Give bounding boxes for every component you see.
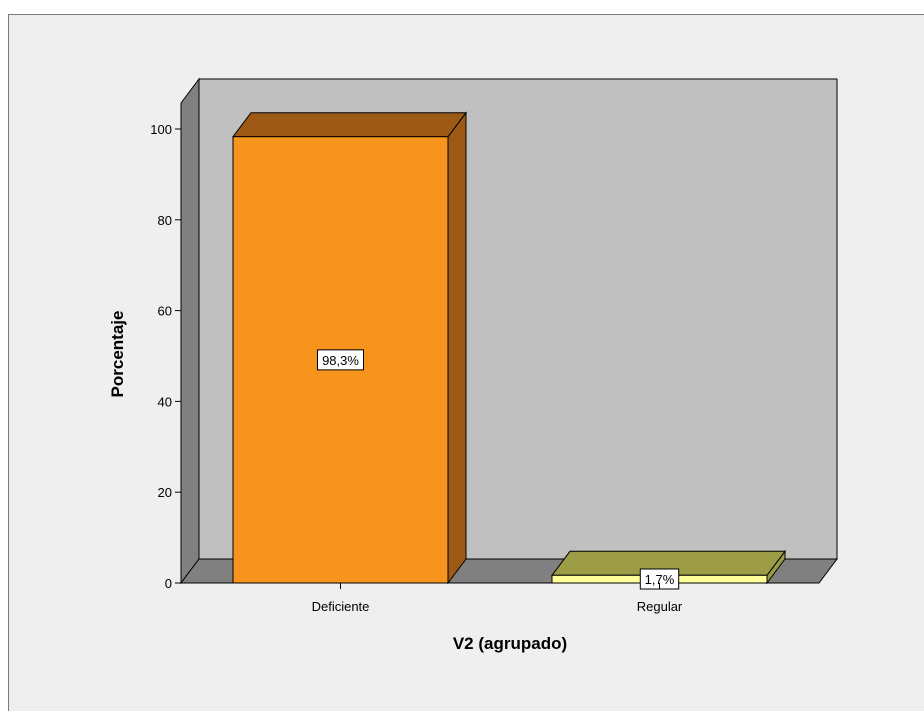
y-tick-label: 60: [158, 304, 172, 319]
y-axis: 0 20 40 60 80 100: [150, 122, 181, 591]
y-tick-label: 80: [158, 213, 172, 228]
bar-chart: 0 20 40 60 80 100 98,3% 1,7% Deficiente Regular…: [108, 77, 838, 653]
y-tick-label: 0: [165, 576, 172, 591]
y-axis-title: Porcentaje: [108, 311, 127, 398]
bar-regular: 1,7%: [551, 549, 786, 590]
x-tick-label: Regular: [637, 599, 683, 614]
y-tick-label: 40: [158, 394, 172, 409]
data-label: 1,7%: [639, 568, 680, 590]
x-axis-title: V2 (agrupado): [453, 634, 567, 653]
side-wall: [180, 77, 200, 585]
data-label-text: 1,7%: [645, 572, 675, 587]
bars: 98,3% 1,7%: [232, 111, 786, 590]
bar-side: [447, 111, 467, 585]
y-tick-label: 100: [150, 122, 172, 137]
bar-deficiente: 98,3%: [232, 111, 467, 585]
category-labels: Deficiente Regular: [312, 583, 683, 614]
data-label-box: [317, 349, 364, 371]
y-tick-label: 20: [158, 485, 172, 500]
x-tick-label: Deficiente: [312, 599, 370, 614]
data-label-text: 98,3%: [322, 353, 359, 368]
bar-top: [232, 112, 467, 138]
chart-frame: 0 20 40 60 80 100 98,3% 1,7% Deficiente Regular…: [8, 14, 924, 711]
data-label: 98,3%: [317, 349, 364, 371]
